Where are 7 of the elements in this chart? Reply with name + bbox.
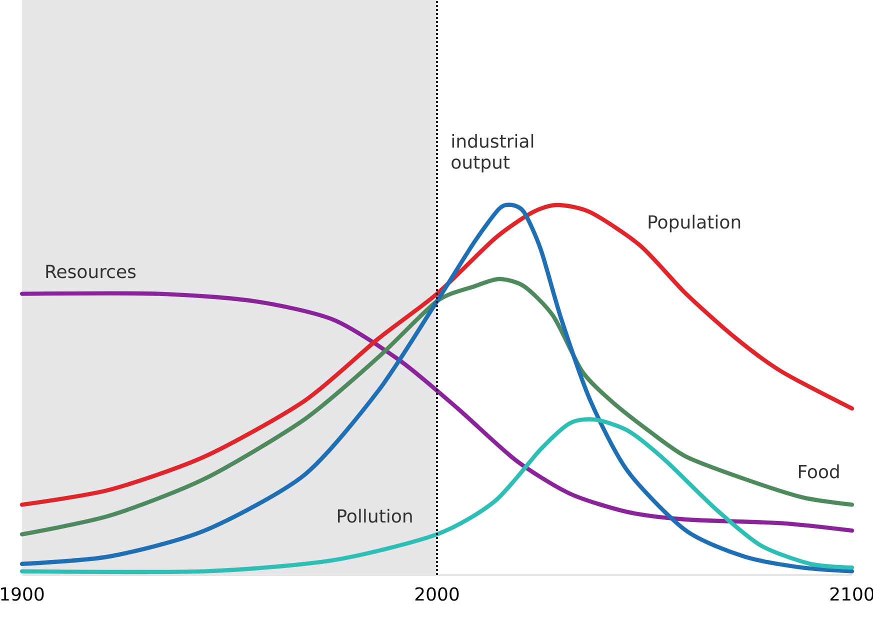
- series-label: Resources: [46, 264, 136, 278]
- series-label: Population: [648, 214, 740, 232]
- series-label: Pollution: [338, 508, 412, 523]
- series-label: Food: [798, 464, 839, 478]
- text: industrial output: [452, 134, 534, 172]
- x-tick-label: 1900: [1, 587, 44, 601]
- x-tick-label: 2000: [415, 587, 459, 601]
